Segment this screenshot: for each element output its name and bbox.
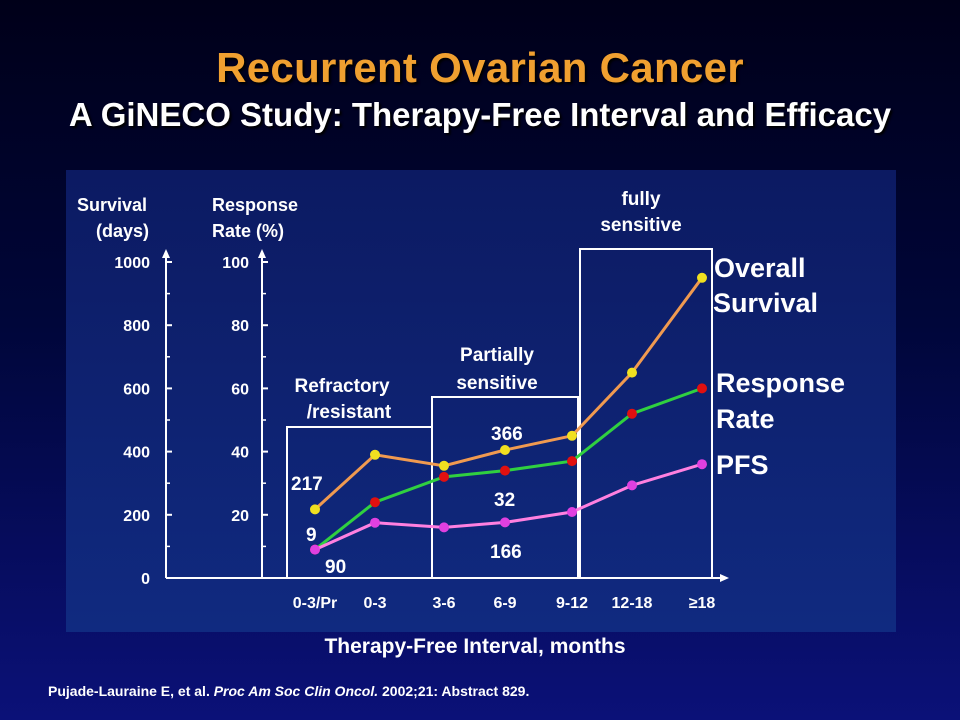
series-label-2: PFS	[716, 450, 769, 480]
series-point-1	[627, 408, 637, 419]
x-tick-label: 3-6	[432, 595, 455, 612]
group-label-2: fully	[621, 189, 660, 210]
group-frame-0	[286, 426, 433, 579]
series-point-2	[370, 517, 380, 528]
series-point-0	[627, 367, 637, 378]
data-annotation: 166	[490, 542, 522, 563]
percent-axis-title: Response	[212, 195, 298, 215]
series-point-2	[439, 522, 449, 533]
series-point-1	[567, 456, 577, 467]
series-point-0	[500, 445, 510, 455]
series-lines	[310, 272, 707, 555]
chart-labels: 1000 800 600 400 200 0 100 80 60 40 20 Survival (day…	[77, 189, 845, 658]
group-label-1: Partially	[460, 345, 534, 366]
series-point-0	[697, 272, 707, 283]
survival-tick-label: 1000	[114, 255, 150, 272]
data-annotation: 366	[491, 424, 523, 445]
series-point-0	[439, 460, 449, 471]
series-label-1: Rate	[716, 404, 775, 434]
data-annotation: 90	[325, 557, 346, 578]
percent-axis-title: Rate (%)	[212, 221, 284, 241]
citation-details: 2002;21: Abstract 829.	[382, 683, 530, 699]
axes	[162, 249, 729, 582]
series-point-2	[697, 459, 707, 470]
x-axis-title: Therapy-Free Interval, months	[324, 635, 625, 658]
data-annotation: 217	[291, 474, 323, 495]
slide-subtitle: A GiNECO Study: Therapy-Free Interval an…	[68, 96, 892, 133]
percent-tick-label: 80	[231, 318, 249, 335]
series-point-2	[627, 480, 637, 491]
series-point-2	[567, 507, 577, 517]
x-tick-label: 0-3/Pr	[293, 595, 337, 612]
x-axis-arrow	[720, 574, 729, 582]
citation-authors: Pujade-Lauraine E, et al.	[48, 683, 210, 699]
data-annotation: 9	[306, 525, 317, 546]
group-label-2: sensitive	[600, 215, 681, 236]
series-point-0	[567, 430, 577, 441]
citation: Pujade-Lauraine E, et al. Proc Am Soc Cl…	[48, 683, 529, 699]
series-label-0: Survival	[713, 288, 818, 318]
citation-journal: Proc Am Soc Clin Oncol.	[213, 683, 379, 699]
percent-tick-label: 20	[231, 508, 249, 525]
series-label-1: Response	[716, 368, 845, 398]
survival-axis-title: (days)	[96, 221, 149, 241]
survival-axis-title: Survival	[77, 195, 147, 215]
chart-panel	[66, 170, 896, 632]
percent-axis-arrow	[258, 249, 266, 258]
percent-tick-label: 60	[231, 381, 249, 398]
series-point-1	[697, 383, 707, 394]
percent-tick-label: 100	[222, 255, 249, 272]
group-label-0: Refractory	[294, 376, 389, 397]
survival-tick-label: 0	[141, 571, 150, 588]
series-point-2	[310, 544, 320, 555]
series-point-2	[500, 517, 510, 528]
group-label-0: /resistant	[307, 402, 392, 423]
survival-tick-label: 200	[123, 508, 150, 525]
slide-title: Recurrent Ovarian Cancer	[216, 44, 744, 91]
series-point-1	[370, 497, 380, 508]
series-point-0	[310, 504, 320, 515]
survival-axis-arrow	[162, 249, 170, 258]
series-point-1	[500, 465, 510, 476]
survival-tick-label: 800	[123, 318, 150, 335]
x-tick-label: 12-18	[612, 595, 653, 612]
series-point-0	[370, 449, 380, 460]
group-frame-2	[579, 248, 713, 579]
series-label-0: Overall	[714, 253, 806, 283]
survival-tick-label: 400	[123, 445, 150, 462]
x-tick-label: 6-9	[493, 595, 516, 612]
percent-tick-label: 40	[231, 445, 249, 462]
data-annotation: 32	[494, 490, 515, 511]
x-tick-label: 0-3	[363, 595, 386, 612]
x-tick-label: 9-12	[556, 595, 588, 612]
group-label-1: sensitive	[456, 373, 537, 394]
series-point-1	[439, 471, 449, 482]
survival-tick-label: 600	[123, 381, 150, 398]
x-tick-label: ≥18	[689, 595, 716, 612]
